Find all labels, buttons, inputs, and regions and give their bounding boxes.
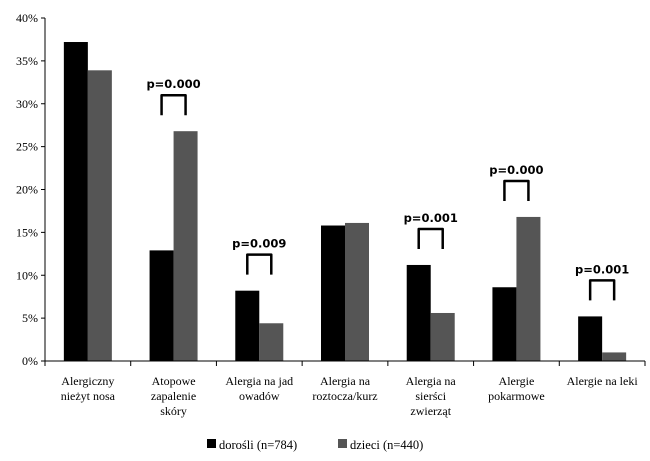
y-tick-label: 30% [16,97,38,111]
y-tick-label: 10% [16,268,38,282]
x-category-label-line: Alergia na jad [225,374,293,388]
bar-children [516,216,541,361]
bar-children [173,131,198,361]
x-category-label-line: Alergie [499,374,535,388]
y-tick-label: 0% [22,354,38,368]
legend-swatch-adults [207,439,216,448]
bar-adults [578,316,603,361]
x-category-label: Alergia na sierści zwierząt [406,374,457,418]
bar-children [259,323,284,361]
bar-adults [492,287,517,361]
y-tick-label: 40% [16,11,38,25]
legend-label: dorośli (n=784) [219,438,297,452]
bars [63,42,627,362]
legend: dorośli (n=784) dzieci (n=440) [207,438,423,452]
p-value-label: p=0.001 [404,211,458,225]
y-axis: 0% 5% 10% 15% 20% 25% 30% 35% 40% [16,11,46,368]
x-category-label: Alergie na leki [567,374,639,388]
x-category-label-line: skóry [160,404,187,418]
x-category-label: Alergia na roztocza/kurz [312,374,377,403]
x-category-label: Alergia na jad owadów [225,374,293,403]
y-tick-label: 5% [22,311,38,325]
x-category-label-line: owadów [239,389,280,403]
y-tick-label: 20% [16,183,38,197]
bar-adults [235,290,260,361]
p-value-label: p=0.001 [575,262,629,276]
x-category-label-line: nieżyt nosa [61,389,116,403]
x-category-label-line: Alergia na [406,374,457,388]
x-axis: Alergiczny nieżyt nosa Atopowe zapalenie skó… [44,360,646,418]
bar-adults [406,264,431,361]
x-category-label-line: Alergiczny [61,374,114,388]
x-category-label-line: Atopowe [152,374,196,388]
bar-children [345,222,369,361]
x-category-label-line: pokarmowe [488,389,545,403]
x-category-label-line: roztocza/kurz [312,389,377,403]
significance-bracket [160,93,187,116]
significance-bracket [417,227,444,249]
bar-children [430,312,455,361]
x-category-label-line: Alergia na [320,374,371,388]
bar-children [87,70,112,362]
bar-adults [321,225,345,361]
x-category-label-line: zapalenie [151,389,196,403]
x-category-label-line: sierści [415,389,446,403]
p-value-label: p=0.000 [489,163,543,177]
bar-children [602,352,627,361]
x-category-label: Atopowe zapalenie skóry [151,374,196,418]
significance-brackets: p=0.000 p=0.009 p=0.001 p=0.000 p=0.001 [146,77,629,301]
y-tick-label: 15% [16,225,38,239]
y-tick-label: 35% [16,54,38,68]
significance-bracket [588,279,616,301]
bar-adults [63,42,88,361]
legend-swatch-children [338,439,347,448]
legend-label: dzieci (n=440) [350,438,423,452]
bar-adults [149,250,174,361]
significance-bracket [246,253,273,275]
x-category-label: Alergiczny nieżyt nosa [61,374,116,403]
significance-bracket [503,179,530,201]
x-category-label: Alergie pokarmowe [488,374,545,403]
y-tick-label: 25% [16,140,38,154]
x-category-label-line: zwierząt [410,404,451,418]
p-value-label: p=0.009 [232,237,286,251]
p-value-label: p=0.000 [146,77,200,91]
x-category-label-line: Alergie na leki [567,374,639,388]
